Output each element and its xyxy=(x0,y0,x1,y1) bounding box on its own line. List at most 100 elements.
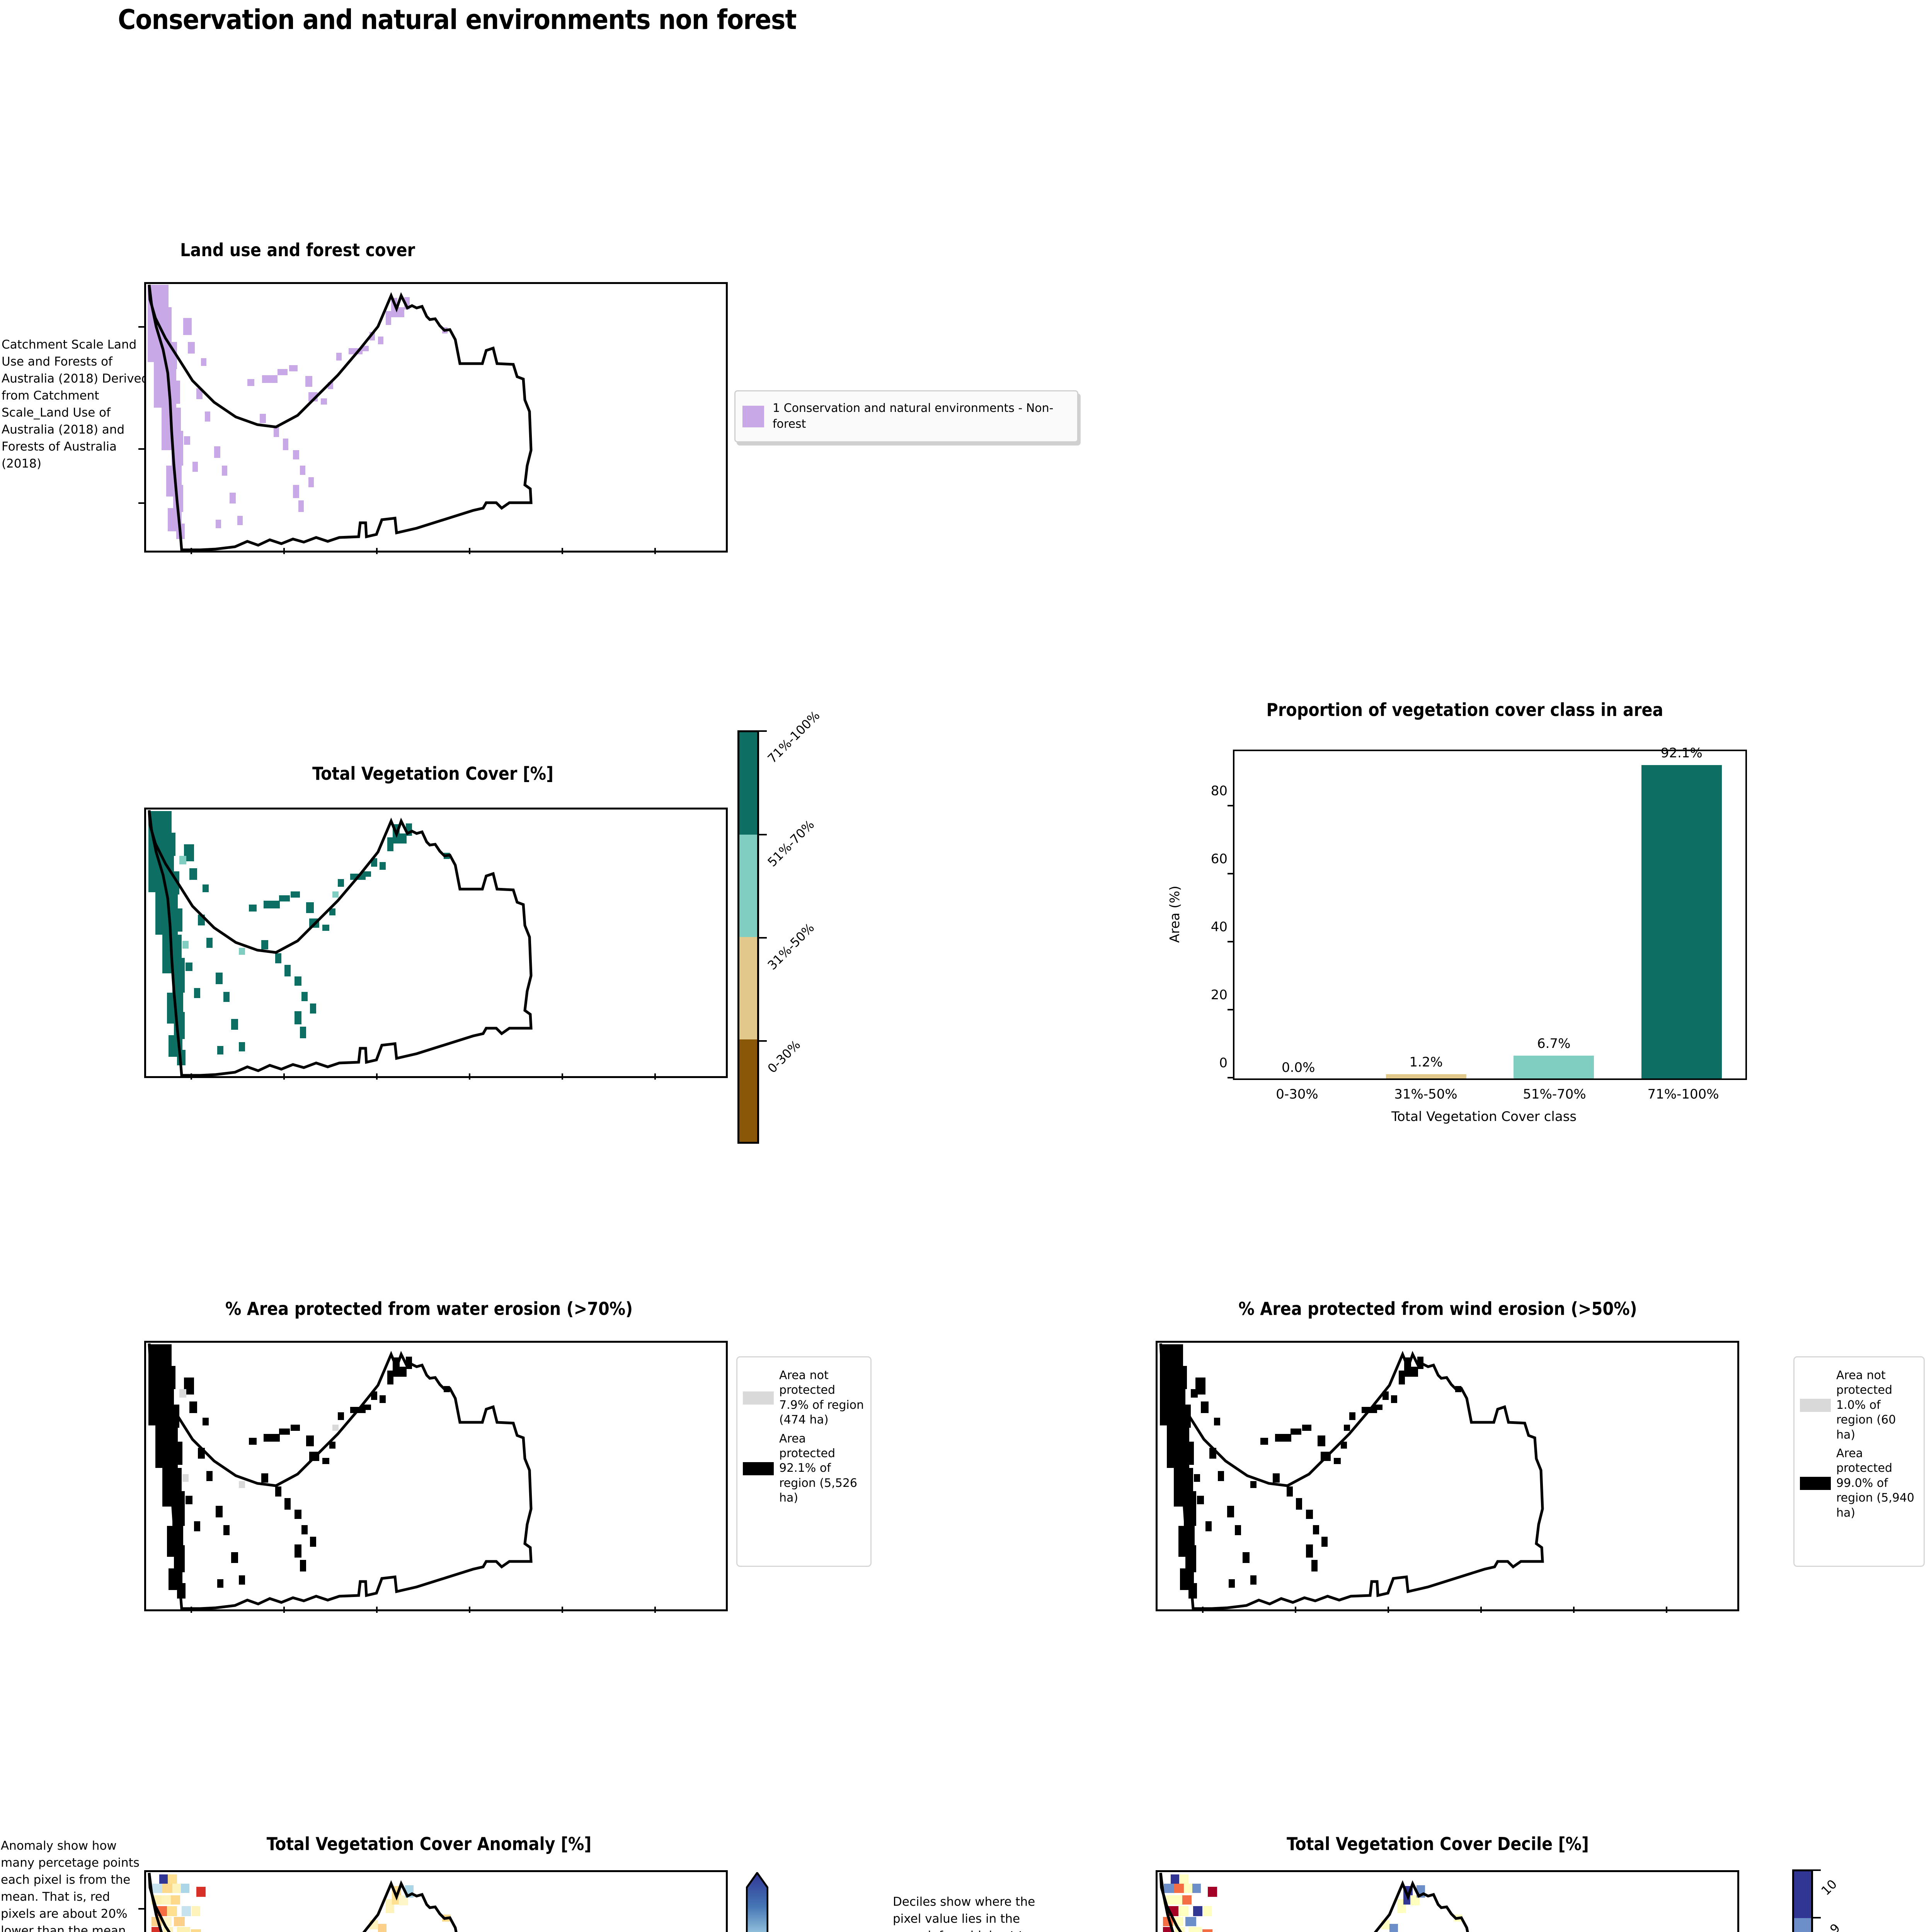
landuse-map-canvas xyxy=(146,284,726,551)
bar-71-100[interactable] xyxy=(1641,765,1722,1078)
vegcover-colorbar[interactable] xyxy=(737,730,759,1144)
wind-erosion-legend-row-not-protected[interactable]: Area not protected 1.0% of region (60 ha… xyxy=(1800,1368,1918,1442)
bar-xtick-label-0-30: 0-30% xyxy=(1276,1087,1318,1102)
landuse-attribution: Catchment Scale Land Use and Forests of … xyxy=(2,338,149,471)
wind-erosion-tick-x5 xyxy=(1573,1607,1575,1613)
bar-value-label-51-70: 6.7% xyxy=(1537,1036,1571,1051)
vegcover-tick-x5 xyxy=(562,1073,563,1080)
decile-map[interactable] xyxy=(1156,1870,1739,1932)
vegcover-panel-title: Total Vegetation Cover [%] xyxy=(312,763,554,784)
bar-xtick-label-31-50: 31%-50% xyxy=(1394,1087,1457,1102)
decile-cbar-label-10: 10 xyxy=(1818,1876,1840,1898)
wind-erosion-label-protected: Area protected 99.0% of region (5,940 ha… xyxy=(1836,1446,1915,1520)
water-erosion-label-not-protected: Area not protected 7.9% of region (474 h… xyxy=(779,1369,864,1427)
water-erosion-label-protected: Area protected 92.1% of region (5,526 ha… xyxy=(779,1432,858,1505)
water-erosion-legend[interactable]: Area not protected 7.9% of region (474 h… xyxy=(736,1356,872,1567)
bar-xtick-label-51-70: 51%-70% xyxy=(1523,1087,1586,1102)
barchart-bars: 0.0% 1.2% 6.7% 92.1% xyxy=(1234,745,1746,1078)
vegcover-cbar-tick-1 xyxy=(759,834,767,835)
vegcover-cbar-tick-top xyxy=(759,730,767,732)
bar-xtick-label-71-100: 71%-100% xyxy=(1647,1087,1719,1102)
decile-panel-title: Total Vegetation Cover Decile [%] xyxy=(1287,1833,1589,1854)
vegcover-cbar-label-0-30: 0-30% xyxy=(764,1037,804,1076)
decile-colorbar-seg-8-9 xyxy=(1794,1918,1811,1932)
bar-value-label-31-50: 1.2% xyxy=(1409,1054,1443,1070)
bar-slot-71-100[interactable]: 92.1% xyxy=(1618,745,1746,1078)
decile-map-canvas xyxy=(1158,1872,1737,1932)
water-erosion-tick-x1 xyxy=(191,1607,192,1613)
vegcover-colorbar-seg-0-30 xyxy=(739,1039,757,1142)
water-erosion-legend-row-not-protected[interactable]: Area not protected 7.9% of region (474 h… xyxy=(743,1368,865,1428)
anomaly-colorbar[interactable] xyxy=(746,1872,768,1932)
wind-erosion-tick-x6 xyxy=(1666,1607,1667,1613)
bar-ytick-mark-20 xyxy=(1228,1009,1234,1010)
water-erosion-legend-row-protected[interactable]: Area protected 92.1% of region (5,526 ha… xyxy=(743,1432,865,1506)
water-erosion-tick-x4 xyxy=(469,1607,470,1613)
landuse-tick-x2 xyxy=(283,548,285,554)
page-title: Conservation and natural environments no… xyxy=(118,4,797,36)
landuse-tick-y2 xyxy=(138,448,145,450)
anomaly-map[interactable] xyxy=(144,1870,728,1932)
water-erosion-tick-x2 xyxy=(283,1607,285,1613)
anomaly-tick-y1 xyxy=(138,1908,145,1910)
bar-31-50[interactable] xyxy=(1386,1074,1466,1078)
bar-ytick-label-40: 40 xyxy=(1211,919,1228,935)
wind-erosion-map-canvas xyxy=(1158,1343,1737,1609)
bar-ytick-label-20: 20 xyxy=(1211,987,1228,1003)
bar-ytick-label-0: 0 xyxy=(1219,1055,1228,1071)
bar-ytick-mark-80 xyxy=(1228,805,1234,806)
vegcover-proportion-chart: Proportion of vegetation cover class in … xyxy=(1144,699,1762,1148)
landuse-tick-y1 xyxy=(138,326,145,328)
water-erosion-swatch-not-protected xyxy=(743,1391,774,1405)
bar-slot-51-70[interactable]: 6.7% xyxy=(1490,751,1618,1078)
anomaly-panel-title: Total Vegetation Cover Anomaly [%] xyxy=(266,1833,592,1854)
anomaly-map-canvas xyxy=(146,1872,726,1932)
wind-erosion-tick-x3 xyxy=(1388,1607,1389,1613)
vegcover-tick-x2 xyxy=(283,1073,285,1080)
landuse-tick-x1 xyxy=(191,548,192,554)
water-erosion-panel-title: % Area protected from water erosion (>70… xyxy=(225,1298,633,1319)
decile-cbar-label-8-9: 8-9 xyxy=(1818,1921,1843,1932)
water-erosion-map[interactable] xyxy=(144,1341,728,1611)
landuse-tick-x4 xyxy=(469,548,470,554)
landuse-panel-title: Land use and forest cover xyxy=(180,240,415,260)
wind-erosion-panel-title: % Area protected from wind erosion (>50%… xyxy=(1238,1298,1637,1319)
bar-51-70[interactable] xyxy=(1514,1056,1594,1078)
bar-ytick-mark-0 xyxy=(1228,1077,1234,1078)
anomaly-note: Anomaly show how many percetage points e… xyxy=(1,1839,140,1932)
bar-slot-31-50[interactable]: 1.2% xyxy=(1362,751,1490,1078)
landuse-map[interactable] xyxy=(144,282,728,553)
landuse-legend[interactable]: 1 Conservation and natural environments … xyxy=(734,390,1078,442)
wind-erosion-map[interactable] xyxy=(1156,1341,1739,1611)
bar-value-label-71-100: 92.1% xyxy=(1660,745,1703,761)
water-erosion-tick-x6 xyxy=(654,1607,656,1613)
vegcover-cbar-tick-2 xyxy=(759,937,767,939)
vegcover-tick-x3 xyxy=(376,1073,378,1080)
landuse-legend-label: 1 Conservation and natural environments … xyxy=(773,401,1054,431)
vegcover-tick-x4 xyxy=(469,1073,470,1080)
bar-ytick-mark-60 xyxy=(1228,873,1234,874)
bar-slot-0-30[interactable]: 0.0% xyxy=(1234,751,1362,1078)
bar-x-axis-title: Total Vegetation Cover class xyxy=(1391,1109,1577,1124)
landuse-tick-x5 xyxy=(562,548,563,554)
wind-erosion-tick-x2 xyxy=(1295,1607,1296,1613)
vegcover-colorbar-seg-51-70 xyxy=(739,835,757,937)
water-erosion-map-canvas xyxy=(146,1343,726,1609)
bar-ytick-label-60: 60 xyxy=(1211,851,1228,867)
wind-erosion-label-not-protected: Area not protected 1.0% of region (60 ha… xyxy=(1836,1369,1896,1442)
wind-erosion-legend[interactable]: Area not protected 1.0% of region (60 ha… xyxy=(1793,1356,1925,1567)
decile-colorbar[interactable] xyxy=(1792,1869,1813,1932)
water-erosion-tick-x3 xyxy=(376,1607,378,1613)
vegcover-map[interactable] xyxy=(144,808,728,1078)
landuse-tick-y3 xyxy=(138,502,145,504)
wind-erosion-swatch-protected xyxy=(1800,1476,1831,1490)
wind-erosion-swatch-not-protected xyxy=(1800,1398,1831,1412)
landuse-legend-swatch xyxy=(742,405,764,427)
wind-erosion-legend-row-protected[interactable]: Area protected 99.0% of region (5,940 ha… xyxy=(1800,1446,1918,1520)
wind-erosion-tick-x1 xyxy=(1202,1607,1204,1613)
vegcover-cbar-tick-3 xyxy=(759,1040,767,1042)
vegcover-colorbar-seg-31-50 xyxy=(739,937,757,1039)
bar-ytick-mark-40 xyxy=(1228,941,1234,942)
bar-value-label-0-30: 0.0% xyxy=(1282,1060,1315,1075)
bar-y-axis-title: Area (%) xyxy=(1167,886,1183,943)
